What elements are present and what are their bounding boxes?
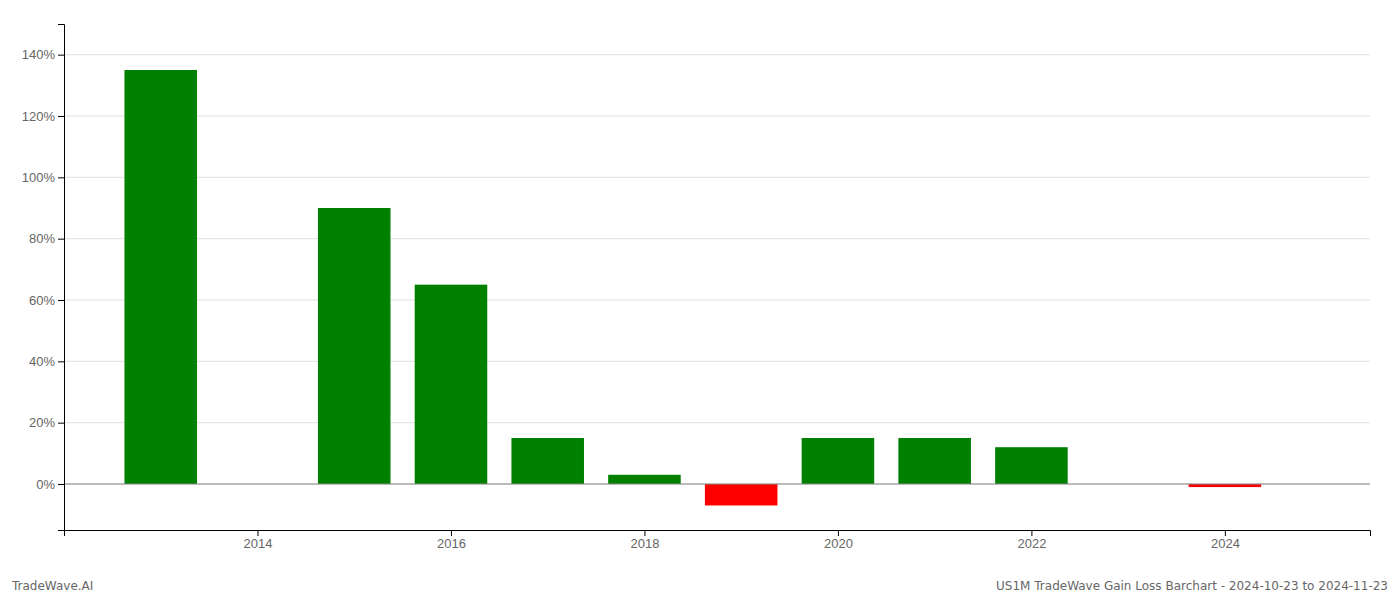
- grid: [64, 55, 1370, 484]
- y-tick-label: 60%: [29, 293, 55, 308]
- y-tick-label: 100%: [22, 170, 56, 185]
- bar: [415, 285, 488, 484]
- y-tick-mark: [58, 239, 64, 240]
- x-tick-label: 2020: [824, 536, 853, 551]
- y-tick-mark: [58, 116, 64, 117]
- y-tick: 60%: [29, 293, 64, 308]
- zero-line: [64, 484, 1370, 485]
- y-tick-mark: [58, 177, 64, 178]
- grid-line: [64, 484, 1370, 485]
- y-tick-label: 120%: [22, 109, 56, 124]
- x-tick-mark: [644, 530, 645, 536]
- x-axis-line: [65, 531, 1371, 537]
- plot: 2014 2016 2018 2020 2022 2024 0% 20% 40% 60% 80% 10…: [22, 25, 1371, 552]
- y-axis-line: [58, 25, 65, 531]
- grid-line: [64, 300, 1370, 301]
- y-tick-label: 140%: [22, 47, 56, 62]
- grid-line: [64, 177, 1370, 178]
- y-tick-mark: [58, 300, 64, 301]
- bar: [318, 208, 391, 484]
- y-tick-label: 80%: [29, 231, 55, 246]
- x-tick-label: 2014: [244, 536, 273, 551]
- bar: [124, 70, 197, 484]
- bar: [705, 484, 778, 505]
- x-tick-label: 2024: [1211, 536, 1240, 551]
- x-tick-label: 2016: [437, 536, 466, 551]
- y-tick-label: 20%: [29, 415, 55, 430]
- y-tick: 100%: [22, 170, 64, 185]
- chart: 2014 2016 2018 2020 2022 2024 0% 20% 40% 60% 80% 10…: [0, 0, 1400, 600]
- bar: [802, 438, 875, 484]
- x-tick-label: 2018: [630, 536, 659, 551]
- y-tick: 0%: [36, 477, 64, 492]
- x-tick: 2024: [1211, 530, 1240, 551]
- grid-line: [64, 116, 1370, 117]
- y-tick-label: 0%: [36, 477, 55, 492]
- y-tick: 40%: [29, 354, 64, 369]
- x-tick: 2020: [824, 530, 853, 551]
- x-tick-mark: [1225, 530, 1226, 536]
- y-tick-mark: [58, 423, 64, 424]
- x-tick: 2022: [1017, 530, 1046, 551]
- bars: [124, 70, 1261, 505]
- footer-left: TradeWave.AI: [11, 579, 93, 593]
- y-tick-mark: [58, 484, 64, 485]
- bar: [995, 447, 1068, 484]
- x-tick-mark: [451, 530, 452, 536]
- grid-line: [64, 422, 1370, 423]
- bar: [898, 438, 971, 484]
- x-tick-label: 2022: [1017, 536, 1046, 551]
- bar: [511, 438, 584, 484]
- x-tick: 2016: [437, 530, 466, 551]
- bar: [608, 475, 681, 484]
- y-tick: 80%: [29, 231, 64, 246]
- x-tick-mark: [1031, 530, 1032, 536]
- y-axis: 0% 20% 40% 60% 80% 100% 120% 140%: [22, 25, 65, 531]
- x-tick-mark: [257, 530, 258, 536]
- y-tick-mark: [58, 361, 64, 362]
- y-tick: 20%: [29, 415, 64, 430]
- grid-line: [64, 361, 1370, 362]
- y-tick-label: 40%: [29, 354, 55, 369]
- y-tick: 140%: [22, 47, 64, 62]
- grid-line: [64, 238, 1370, 239]
- grid-line: [64, 54, 1370, 55]
- title: US1M TradeWave Gain Loss Barchart - 2024…: [996, 579, 1388, 593]
- y-tick-mark: [58, 55, 64, 56]
- y-tick: 120%: [22, 109, 64, 124]
- x-tick: 2018: [630, 530, 659, 551]
- x-axis: 2014 2016 2018 2020 2022 2024: [65, 530, 1371, 551]
- x-tick-mark: [838, 530, 839, 536]
- x-tick: 2014: [244, 530, 273, 551]
